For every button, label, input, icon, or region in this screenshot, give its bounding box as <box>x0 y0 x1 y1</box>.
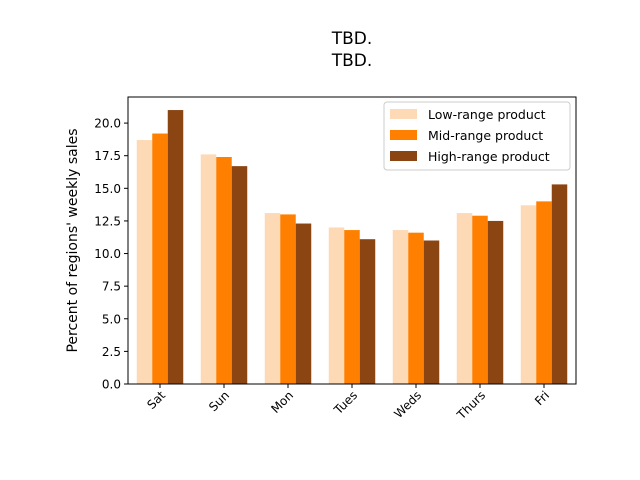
x-tick-label: Tues <box>331 388 361 418</box>
bar-3-sun <box>231 166 248 384</box>
plot-frame <box>127 96 577 385</box>
y-tick-label: 15.0 <box>94 182 121 196</box>
bar-1-tues <box>328 227 345 384</box>
legend-swatch <box>390 130 417 140</box>
y-axis: 0.0 2.5 5.0 7.5 10.0 12.5 15.0 17.5 20.0 <box>94 117 128 392</box>
bars-group <box>136 110 568 385</box>
bar-3-fri <box>551 184 568 384</box>
bar-2-weds <box>408 232 424 384</box>
bar-2-sun <box>216 157 232 384</box>
x-tick-label: Sun <box>206 388 232 414</box>
bar-3-mon <box>295 223 312 384</box>
y-tick-label: 20.0 <box>94 117 121 131</box>
bar-2-sat <box>152 133 168 384</box>
chart-title-line-2: TBD. <box>331 51 373 71</box>
legend-label: Low-range product <box>428 107 546 122</box>
y-tick-label: 5.0 <box>102 312 121 326</box>
bar-1-thurs <box>456 213 473 384</box>
legend-swatch <box>390 109 417 119</box>
bar-3-sat <box>167 110 184 385</box>
x-tick-label: Weds <box>391 388 424 421</box>
y-tick-label: 7.5 <box>102 280 121 294</box>
x-tick-label: Mon <box>268 388 296 416</box>
y-tick-label: 17.5 <box>94 149 121 163</box>
bar-2-mon <box>280 214 296 384</box>
x-tick-label: Sat <box>144 388 168 412</box>
bar-3-weds <box>423 240 440 384</box>
bar-1-mon <box>264 213 281 384</box>
legend-box <box>383 101 571 171</box>
x-tick-label: Fri <box>532 388 552 408</box>
legend-swatch <box>390 151 417 161</box>
bar-1-fri <box>520 205 537 384</box>
bar-3-thurs <box>487 220 504 384</box>
chart-title-line-1: TBD. <box>331 29 373 49</box>
legend-label: High-range product <box>428 149 550 164</box>
bar-2-fri <box>536 201 552 384</box>
bar-2-tues <box>344 230 360 384</box>
x-tick-label: Thurs <box>454 388 488 422</box>
y-axis-label: Percent of regions' weekly sales <box>65 128 81 352</box>
y-tick-label: 12.5 <box>94 214 121 228</box>
y-tick-label: 2.5 <box>102 345 121 359</box>
legend-label: Mid-range product <box>428 128 543 143</box>
y-tick-label: 10.0 <box>94 247 121 261</box>
y-tick-label: 0.0 <box>102 378 121 392</box>
bar-1-sat <box>136 140 153 384</box>
bar-1-sun <box>200 154 217 384</box>
bar-3-tues <box>359 239 376 384</box>
bar-1-weds <box>392 230 409 384</box>
bar-2-thurs <box>472 215 488 384</box>
legend: Low-range product Mid-range product High-r… <box>383 101 571 171</box>
x-axis: Sat Sun Mon Tues Weds Thurs Fri <box>144 384 552 423</box>
